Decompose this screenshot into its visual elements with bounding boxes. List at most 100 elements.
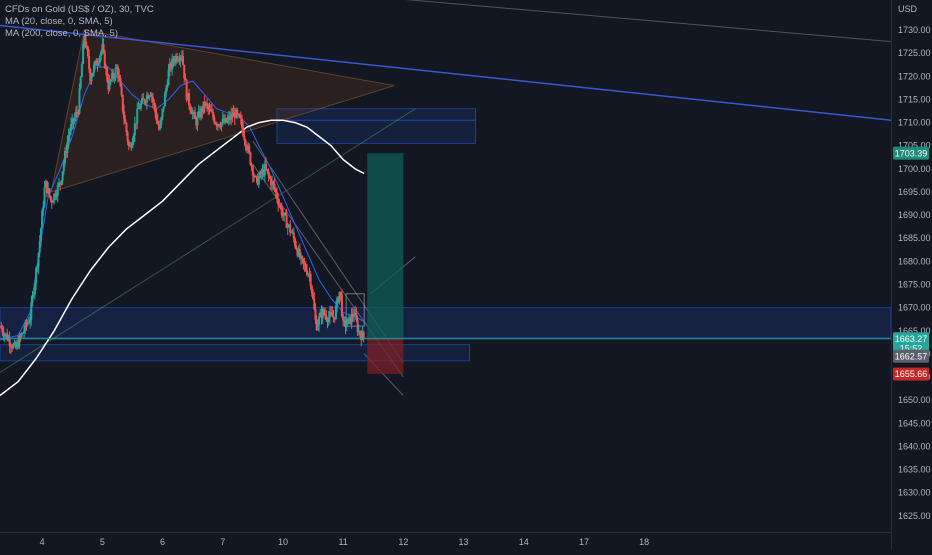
time-tick-label: 17 bbox=[579, 537, 589, 547]
price-axis: USD 1625.00 1630.00 1635.00 1640.00 1645.00 16… bbox=[891, 0, 932, 550]
candle-up bbox=[297, 248, 300, 256]
candle-down bbox=[138, 107, 141, 109]
candle-up bbox=[37, 252, 40, 267]
candle-down bbox=[231, 114, 234, 117]
candle-down bbox=[188, 93, 191, 106]
time-tick-label: 13 bbox=[459, 537, 469, 547]
legend-title[interactable]: CFDs on Gold (US$ / OZ), 30, TVC bbox=[5, 4, 154, 15]
candle-up bbox=[5, 333, 8, 335]
candle-up bbox=[12, 344, 15, 349]
candle-down bbox=[14, 342, 17, 348]
candle-down bbox=[253, 175, 256, 177]
candle-up bbox=[186, 93, 189, 101]
price-tick-label: 1725.00 bbox=[898, 48, 931, 58]
candle-up bbox=[32, 294, 35, 296]
candle-down bbox=[112, 73, 115, 78]
candle-down bbox=[292, 232, 295, 239]
candle-up bbox=[327, 317, 330, 322]
candle-up bbox=[148, 96, 151, 99]
candle-up bbox=[82, 44, 85, 64]
candle-down bbox=[89, 68, 92, 81]
candle-down bbox=[120, 86, 123, 96]
candle-down bbox=[150, 94, 153, 97]
candle-down bbox=[219, 126, 222, 128]
candle-down bbox=[349, 316, 352, 324]
candle-down bbox=[225, 118, 228, 123]
candle-down bbox=[182, 56, 185, 65]
candle-down bbox=[144, 102, 147, 104]
candle-up bbox=[47, 188, 50, 193]
candle-up bbox=[44, 180, 47, 188]
price-tick-label: 1705.00 bbox=[898, 141, 931, 151]
candle-up bbox=[220, 122, 223, 128]
candle-down bbox=[130, 145, 133, 148]
candle-down bbox=[103, 51, 106, 68]
candle-up bbox=[66, 142, 69, 154]
candle-up bbox=[33, 283, 36, 295]
candle-up bbox=[24, 322, 27, 331]
candle-down bbox=[237, 113, 240, 115]
candle-up bbox=[141, 98, 144, 104]
candle-down bbox=[183, 64, 186, 79]
candle-up bbox=[208, 108, 211, 110]
candle-down bbox=[266, 169, 269, 171]
candle-down bbox=[218, 124, 221, 127]
target-zone bbox=[367, 153, 404, 339]
candle-down bbox=[325, 315, 328, 320]
candle-up bbox=[319, 312, 322, 317]
candle-down bbox=[185, 80, 188, 101]
legend-ma20[interactable]: MA (20, close, 0, SMA, 5) bbox=[5, 16, 113, 27]
candle-up bbox=[94, 60, 97, 66]
candle-up bbox=[171, 58, 174, 70]
candle-down bbox=[155, 112, 158, 121]
candle-down bbox=[280, 206, 283, 216]
candle-down bbox=[147, 95, 150, 99]
candle-down bbox=[77, 112, 80, 114]
candle-up bbox=[257, 177, 260, 185]
candle-down bbox=[269, 177, 272, 186]
candle-down bbox=[209, 108, 212, 112]
candle-down bbox=[11, 347, 14, 349]
candle-up bbox=[180, 56, 183, 58]
candle-down bbox=[284, 212, 287, 215]
candle-down bbox=[135, 123, 138, 125]
candle-down bbox=[172, 58, 175, 62]
candle-up bbox=[328, 312, 331, 318]
candle-down bbox=[242, 127, 245, 137]
candle-up bbox=[361, 331, 364, 341]
candle-down bbox=[151, 96, 154, 102]
candle-down bbox=[9, 345, 12, 348]
candle-up bbox=[334, 305, 337, 319]
candle-down bbox=[285, 214, 288, 228]
candle-down bbox=[359, 331, 362, 335]
stop-zone bbox=[367, 338, 404, 374]
candle-up bbox=[61, 171, 64, 181]
candle-up bbox=[167, 69, 170, 86]
candle-up bbox=[56, 185, 59, 196]
candle-down bbox=[314, 309, 317, 320]
candle-up bbox=[139, 103, 142, 109]
candle-down bbox=[2, 332, 5, 337]
legend-ma200[interactable]: MA (200, close, 0, SMA, 5) bbox=[5, 28, 118, 39]
candle-up bbox=[145, 95, 148, 103]
time-tick-label: 7 bbox=[220, 537, 225, 547]
time-tick-label: 4 bbox=[40, 537, 45, 547]
candle-up bbox=[114, 68, 117, 78]
candle-down bbox=[250, 164, 253, 167]
candle-up bbox=[108, 79, 111, 90]
price-label-text: 1703.39 bbox=[895, 148, 928, 158]
candle-up bbox=[338, 291, 341, 303]
candle-up bbox=[70, 124, 73, 132]
time-axis: 4 5 6 7 10 11 12 13 14 17 18 bbox=[0, 532, 891, 550]
candle-up bbox=[41, 210, 44, 229]
candle-up bbox=[55, 195, 58, 197]
candle-down bbox=[306, 270, 309, 276]
candle-up bbox=[73, 117, 76, 122]
candle-up bbox=[38, 241, 41, 253]
candle-down bbox=[243, 136, 246, 141]
candle-up bbox=[3, 334, 6, 337]
candle-up bbox=[321, 309, 324, 319]
candle-up bbox=[113, 77, 116, 79]
